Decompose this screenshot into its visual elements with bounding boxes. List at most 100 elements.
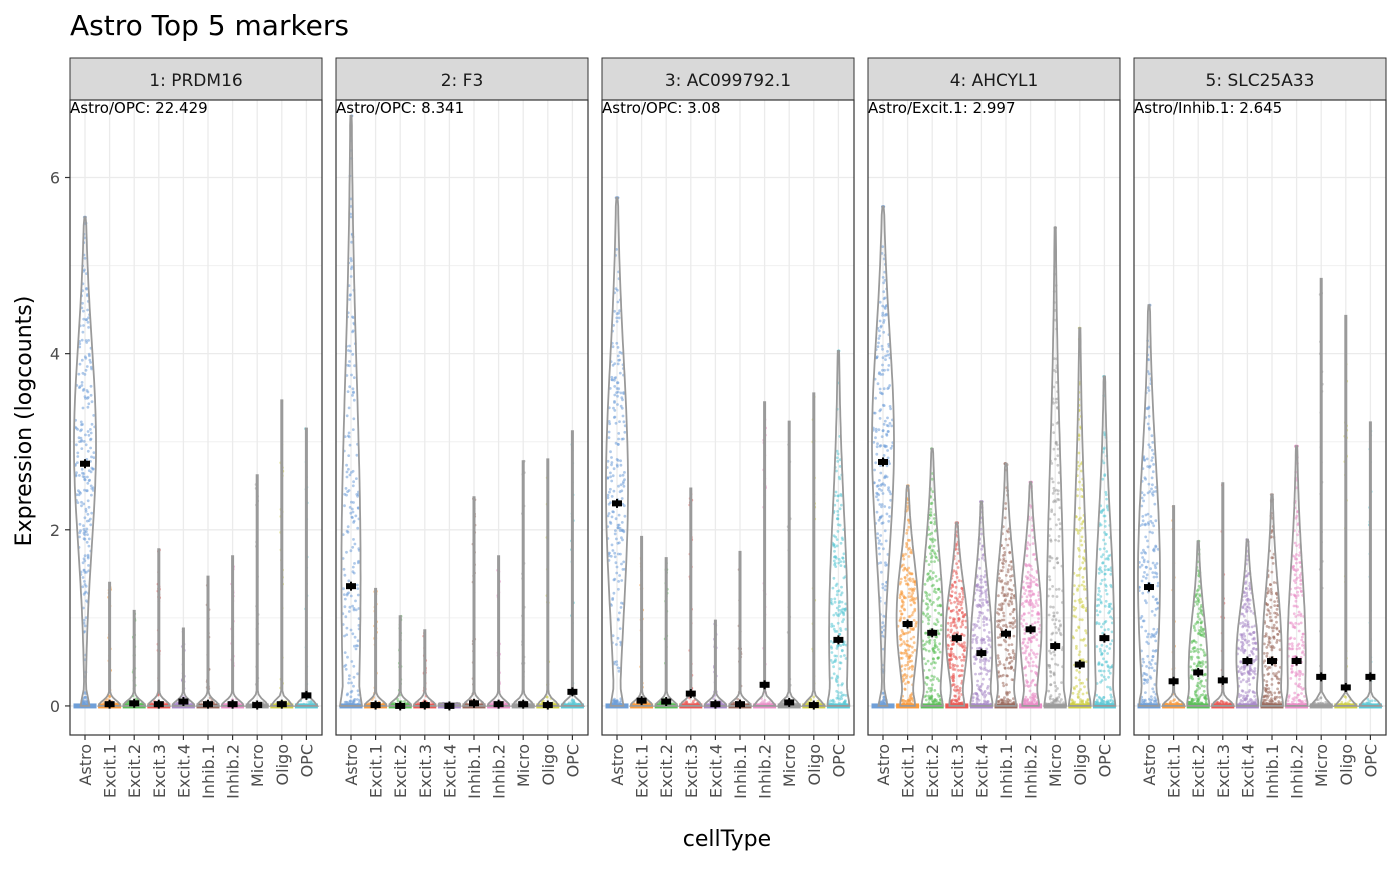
data-point xyxy=(357,594,360,597)
data-point xyxy=(908,631,911,634)
data-point xyxy=(907,648,910,651)
data-point xyxy=(985,617,988,620)
data-point xyxy=(985,669,988,672)
data-point xyxy=(83,440,86,443)
data-point xyxy=(929,578,932,581)
data-point xyxy=(1052,487,1055,490)
data-point xyxy=(833,598,836,601)
data-point xyxy=(78,474,81,477)
data-point xyxy=(1078,452,1081,455)
data-point xyxy=(838,667,841,670)
data-point xyxy=(613,578,616,581)
data-point xyxy=(932,678,935,681)
data-point xyxy=(908,595,911,598)
data-point xyxy=(1030,590,1033,593)
data-point xyxy=(980,578,983,581)
data-point xyxy=(347,682,350,685)
data-point xyxy=(924,632,927,635)
data-point xyxy=(998,619,1001,622)
data-point xyxy=(622,482,625,485)
data-point xyxy=(354,636,357,639)
data-point xyxy=(841,556,844,559)
data-point xyxy=(980,548,983,551)
data-point xyxy=(912,627,915,630)
data-point xyxy=(911,614,914,617)
data-point xyxy=(1075,528,1078,531)
data-point xyxy=(1034,684,1037,687)
x-tick-label: Excit.3 xyxy=(150,744,169,798)
data-point xyxy=(352,387,355,390)
data-point xyxy=(611,544,614,547)
data-point xyxy=(1054,539,1057,542)
data-point xyxy=(1011,660,1014,663)
data-point xyxy=(624,515,627,518)
x-tick-label: Excit.2 xyxy=(125,744,144,798)
data-point xyxy=(878,503,881,506)
data-point xyxy=(1058,588,1061,591)
data-point xyxy=(933,545,936,548)
data-point xyxy=(1031,614,1034,617)
data-point xyxy=(837,694,840,697)
data-point xyxy=(976,624,979,627)
data-point xyxy=(1025,582,1028,585)
data-point xyxy=(885,313,888,316)
data-point xyxy=(1004,598,1007,601)
data-point xyxy=(617,363,620,366)
data-point xyxy=(356,645,359,648)
data-point xyxy=(888,515,891,518)
data-point xyxy=(1049,606,1052,609)
data-point xyxy=(352,685,355,688)
data-point xyxy=(879,472,882,475)
data-point xyxy=(1078,679,1081,682)
data-point xyxy=(880,489,883,492)
data-point xyxy=(904,649,907,652)
data-point xyxy=(571,700,574,703)
data-point xyxy=(80,440,83,443)
data-point xyxy=(1079,688,1082,691)
data-point xyxy=(884,529,887,532)
data-point xyxy=(613,409,616,412)
x-tick-label: Inhib.1 xyxy=(199,744,218,799)
data-point xyxy=(89,438,92,441)
data-point xyxy=(1030,568,1033,571)
data-point xyxy=(925,592,928,595)
data-point xyxy=(1006,675,1009,678)
data-point xyxy=(904,577,907,580)
data-point xyxy=(882,492,885,495)
data-point xyxy=(348,385,351,388)
data-point xyxy=(83,557,86,560)
data-point xyxy=(888,462,891,465)
data-point xyxy=(1032,542,1035,545)
data-point xyxy=(84,554,87,557)
data-point xyxy=(1052,492,1055,495)
data-point xyxy=(1002,589,1005,592)
data-point xyxy=(876,445,879,448)
data-point xyxy=(881,348,884,351)
data-point xyxy=(886,417,889,420)
data-point xyxy=(1035,578,1038,581)
data-point xyxy=(842,694,845,697)
data-point xyxy=(86,533,89,536)
data-point xyxy=(1079,567,1082,570)
data-point xyxy=(344,701,347,704)
data-point xyxy=(609,488,612,491)
data-point xyxy=(1050,639,1053,642)
data-point xyxy=(613,490,616,493)
data-point xyxy=(615,643,618,646)
data-point xyxy=(900,578,903,581)
data-point xyxy=(350,660,353,663)
data-point xyxy=(1055,401,1058,404)
data-point xyxy=(1051,477,1054,480)
data-point xyxy=(885,540,888,543)
data-point xyxy=(1078,481,1081,484)
data-point xyxy=(343,665,346,668)
data-point xyxy=(1037,617,1040,620)
data-point xyxy=(623,471,626,474)
data-point xyxy=(1007,667,1010,670)
data-point xyxy=(953,618,956,621)
data-point xyxy=(877,342,880,345)
data-point xyxy=(356,698,359,701)
data-point xyxy=(1012,627,1015,630)
data-point xyxy=(1103,676,1106,679)
data-point xyxy=(615,342,618,345)
